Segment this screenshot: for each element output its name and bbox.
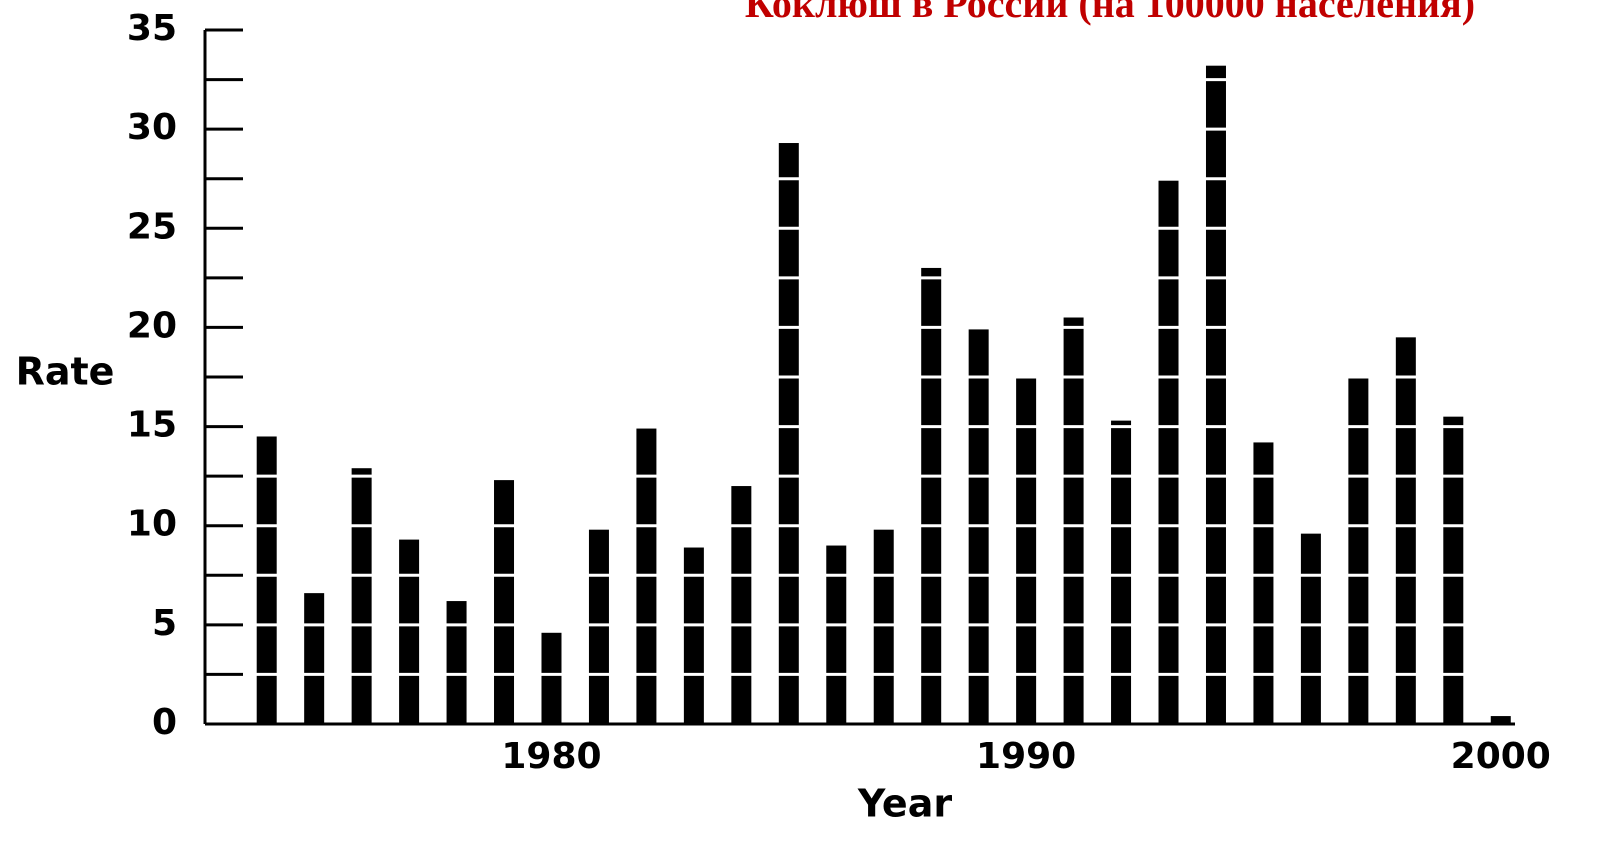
bar bbox=[1395, 337, 1416, 724]
bar bbox=[304, 593, 325, 724]
bar bbox=[541, 632, 562, 724]
bar bbox=[1158, 180, 1179, 724]
bar bbox=[1443, 416, 1464, 724]
y-tick-label: 25 bbox=[127, 206, 177, 247]
bar bbox=[778, 143, 799, 725]
bar bbox=[1490, 716, 1511, 724]
bar bbox=[351, 468, 372, 724]
bar bbox=[683, 547, 704, 724]
y-tick-label: 5 bbox=[152, 603, 177, 644]
bar bbox=[1348, 377, 1369, 724]
bar bbox=[731, 486, 752, 724]
bar bbox=[921, 267, 942, 724]
bar bbox=[1111, 420, 1132, 724]
bar bbox=[399, 539, 420, 724]
x-tick-label: 2000 bbox=[1451, 736, 1551, 777]
bar bbox=[826, 545, 847, 724]
y-tick-label: 0 bbox=[152, 702, 177, 743]
bar bbox=[494, 480, 515, 724]
y-tick-label: 15 bbox=[127, 405, 177, 446]
x-tick-label: 1980 bbox=[501, 736, 601, 777]
y-tick-label: 30 bbox=[127, 107, 177, 148]
bar bbox=[1300, 533, 1321, 724]
y-axis-label: Rate bbox=[16, 350, 115, 394]
bar bbox=[1016, 377, 1037, 724]
bar bbox=[1205, 65, 1226, 725]
bar bbox=[873, 529, 894, 724]
bar bbox=[256, 436, 277, 724]
y-tick-label: 20 bbox=[127, 305, 177, 346]
bar bbox=[1063, 317, 1084, 724]
bar bbox=[1253, 442, 1274, 724]
x-tick-label: 1990 bbox=[976, 736, 1076, 777]
y-tick-label: 35 bbox=[127, 8, 177, 49]
bar bbox=[446, 601, 467, 724]
y-tick-label: 10 bbox=[127, 504, 177, 545]
bar bbox=[588, 529, 609, 724]
chart-title: Коклюш в России (на 100000 населения) bbox=[745, 0, 1475, 26]
x-axis-label: Year bbox=[857, 782, 952, 826]
